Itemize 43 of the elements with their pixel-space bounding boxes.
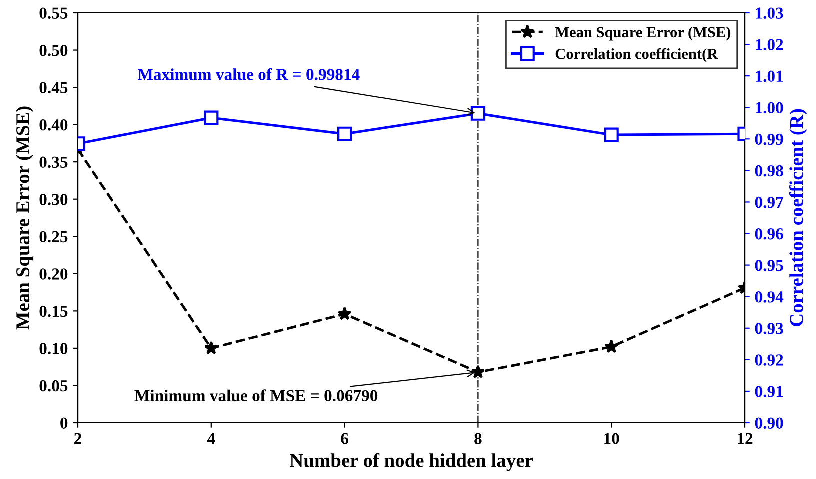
annotation: Maximum value of R = 0.99814 xyxy=(138,68,360,80)
x-tick-label: 4 xyxy=(207,433,216,444)
annotation: Minimum value of MSE = 0.06790 xyxy=(134,390,378,402)
y2-axis-title: Correlation coefficient (R) xyxy=(789,109,808,326)
y2-tick-label: 0.90 xyxy=(755,418,784,430)
y2-tick-label: 0.96 xyxy=(755,228,784,240)
x-tick-label: 6 xyxy=(341,433,348,444)
point xyxy=(471,365,486,378)
y2-tick-label: 1.02 xyxy=(756,39,784,51)
y-tick-label: 0.30 xyxy=(40,194,68,206)
y-tick-label: 0.55 xyxy=(40,8,68,20)
y2-tick-label: 0.98 xyxy=(755,165,784,177)
x-axis-title: Number of node hidden layer xyxy=(290,453,533,472)
y-tick-label: 0.35 xyxy=(40,156,68,168)
legend-label: Mean Square Error (MSE) xyxy=(555,26,731,41)
x-tick-label: 8 xyxy=(474,433,482,444)
y-tick-label: 0.40 xyxy=(40,120,68,131)
y2-tick-label: 1.01 xyxy=(756,70,784,82)
y-tick-label: 0.50 xyxy=(40,44,68,56)
x-tick-label: 12 xyxy=(738,433,753,444)
y2-tick-label: 0.95 xyxy=(755,260,784,272)
y2-tick-label: 0.91 xyxy=(755,386,784,398)
y-tick-label: 0.25 xyxy=(40,231,68,243)
y2-tick-label: 0.99 xyxy=(755,134,784,146)
point xyxy=(470,106,486,121)
y2-tick-label: 1.00 xyxy=(756,102,784,114)
y-tick-label: 0 xyxy=(60,418,68,429)
y2-tick-label: 0.94 xyxy=(755,292,784,303)
y2-tick-label: 0.92 xyxy=(755,354,784,366)
y-tick-label: 0.45 xyxy=(40,82,68,94)
point xyxy=(338,126,352,142)
x-tick-label: 2 xyxy=(74,433,82,444)
point xyxy=(338,306,352,320)
x-tick-label: 10 xyxy=(604,433,620,444)
y-tick-label: 0.15 xyxy=(40,306,68,318)
y2-tick-label: 0.97 xyxy=(755,196,784,208)
y2-tick-label: 1.03 xyxy=(756,8,784,20)
y-tick-label: 0.20 xyxy=(40,268,68,280)
y-axis-title: Mean Square Error (MSE) xyxy=(16,106,34,330)
y-tick-label: 0.10 xyxy=(40,343,68,354)
y-tick-label: 0.05 xyxy=(40,380,68,392)
y2-tick-label: 0.93 xyxy=(755,323,784,334)
legend-label: Correlation coefficient(R xyxy=(556,48,718,62)
